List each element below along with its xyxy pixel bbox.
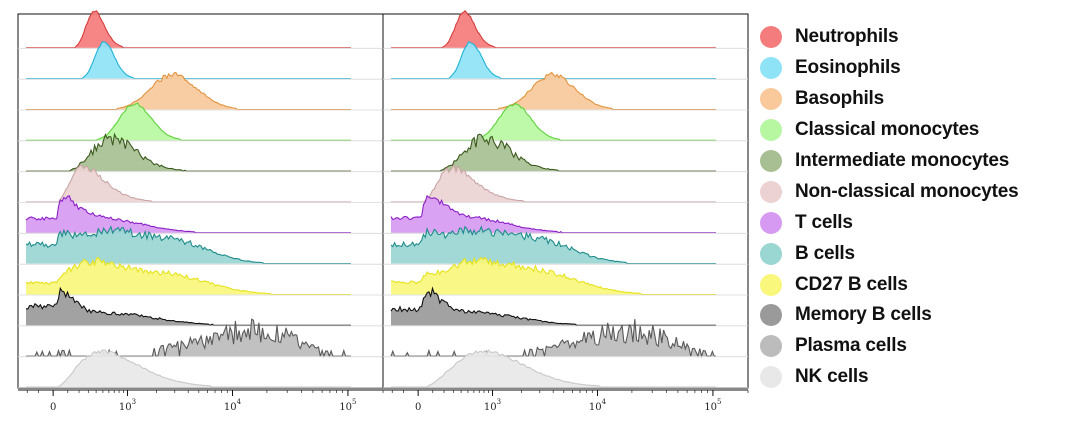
x-tick-label: 105 — [339, 398, 356, 413]
histogram-outline — [390, 286, 716, 326]
legend-swatch — [760, 57, 782, 80]
histogram-eosinophils — [391, 41, 716, 79]
histogram-t-cells — [391, 195, 716, 233]
histogram-outline — [391, 71, 716, 111]
legend-swatch — [760, 180, 782, 203]
x-tick-label: 104 — [224, 398, 242, 413]
legend-label: Plasma cells — [795, 335, 907, 357]
legend-item: Intermediate monocytes — [760, 146, 1060, 177]
legend-item: Classical monocytes — [760, 115, 1060, 146]
x-tick-label: 0 — [50, 402, 56, 413]
legend-label: Intermediate monocytes — [795, 150, 1010, 171]
legend-label: Neutrophils — [795, 26, 899, 48]
histogram-panel-right: 0 103 104 105 — [382, 10, 749, 413]
histogram-outline — [26, 71, 351, 111]
histogram-outline — [26, 41, 351, 80]
histogram-intermediate-monocytes — [26, 134, 351, 172]
legend-label: T cells — [795, 211, 853, 233]
legend-swatch — [760, 119, 782, 142]
histogram-outline — [390, 194, 716, 234]
histogram-memory-b-cells — [26, 288, 351, 326]
x-tick-label: 103 — [119, 398, 136, 413]
legend-swatch — [760, 150, 782, 172]
histogram-outline — [391, 10, 716, 49]
legend-item: Non-classical monocytes — [760, 176, 1060, 207]
histogram-neutrophils — [26, 10, 351, 48]
legend-label: Classical monocytes — [795, 119, 980, 141]
legend-item: B cells — [760, 238, 1060, 269]
legend-label: Basophils — [795, 88, 884, 110]
histogram-outline — [25, 195, 351, 234]
histogram-outline — [26, 10, 351, 49]
histogram-outline — [26, 164, 351, 203]
histogram-non-classical-monocytes — [391, 165, 716, 202]
legend-label: CD27 B cells — [795, 273, 908, 295]
legend-item: CD27 B cells — [760, 269, 1060, 300]
legend-item: Basophils — [760, 84, 1060, 115]
histogram-non-classical-monocytes — [26, 165, 351, 202]
histogram-eosinophils — [26, 41, 351, 79]
legend-item: Neutrophils — [760, 22, 1060, 53]
histogram-b-cells — [26, 226, 351, 264]
x-tick-label: 103 — [484, 398, 501, 413]
histogram-outline — [26, 318, 351, 359]
histogram-cd27-b-cells — [391, 257, 716, 295]
legend-swatch — [760, 88, 782, 111]
legend-swatch — [760, 273, 782, 296]
legend-swatch — [760, 304, 782, 327]
histogram-panel-left: 0 103 104 105 — [17, 10, 384, 413]
histogram-intermediate-monocytes — [391, 134, 716, 172]
histogram-outline — [26, 132, 351, 172]
panel-frame — [382, 13, 749, 389]
histogram-plasma-cells — [26, 319, 351, 357]
legend-swatch — [760, 242, 782, 265]
x-tick-label: 105 — [704, 398, 721, 413]
legend-label: Memory B cells — [795, 304, 932, 326]
histogram-outline — [390, 225, 716, 265]
histogram-outline — [390, 319, 716, 359]
histogram-outline — [391, 163, 716, 203]
legend-item: Eosinophils — [760, 53, 1060, 84]
legend-label: Eosinophils — [795, 57, 901, 79]
legend-item: T cells — [760, 207, 1060, 238]
histogram-t-cells — [26, 195, 351, 233]
histogram-basophils — [26, 72, 351, 110]
histogram-nk-cells — [391, 350, 716, 387]
histogram-plasma-cells — [391, 319, 716, 357]
histogram-outline — [391, 133, 716, 172]
legend-item: Plasma cells — [760, 331, 1060, 362]
histogram-nk-cells — [26, 350, 351, 387]
legend-swatch — [760, 366, 782, 389]
legend-swatch — [760, 211, 782, 234]
histogram-outline — [26, 102, 351, 141]
legend-swatch — [760, 335, 782, 358]
histogram-neutrophils — [391, 10, 716, 48]
legend-label: B cells — [795, 242, 855, 264]
histogram-memory-b-cells — [391, 288, 716, 326]
histogram-outline — [25, 256, 351, 296]
histogram-basophils — [391, 72, 716, 110]
histogram-outline — [26, 349, 351, 388]
legend-label: Non-classical monocytes — [795, 180, 1019, 202]
legend-item: Memory B cells — [760, 300, 1060, 331]
legend-label: NK cells — [795, 366, 869, 388]
histogram-outline — [25, 225, 351, 265]
histogram-outline — [390, 256, 716, 296]
x-tick-label: 0 — [415, 402, 421, 413]
legend-swatch — [760, 26, 782, 49]
histogram-outline — [391, 349, 716, 388]
legend-item: NK cells — [760, 362, 1060, 393]
histogram-cd27-b-cells — [26, 257, 351, 295]
legend: Neutrophils Eosinophils Basophils Classical… — [760, 22, 1060, 393]
histogram-outline — [391, 102, 716, 141]
histogram-outline — [25, 286, 351, 326]
x-tick-label: 104 — [589, 398, 607, 413]
